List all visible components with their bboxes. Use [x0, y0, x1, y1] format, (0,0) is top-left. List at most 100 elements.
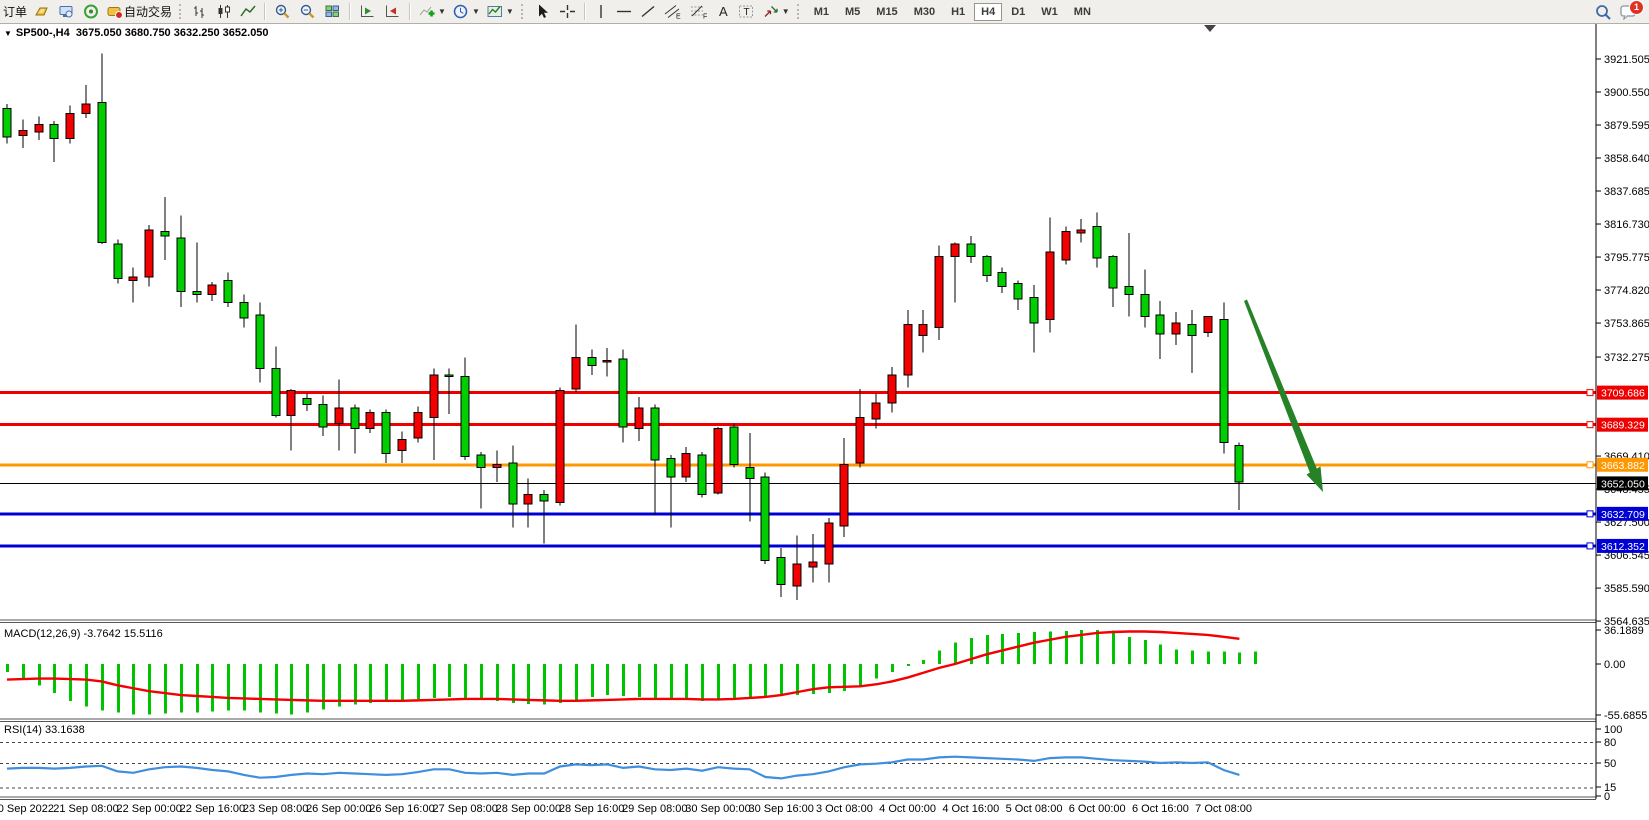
candle-down [350, 407, 360, 429]
price-badge [1597, 538, 1648, 553]
autotrading-button[interactable]: 自动交易 [103, 2, 175, 22]
candle-down [666, 457, 676, 478]
clock-icon [452, 3, 471, 20]
zoom-in-icon[interactable] [270, 2, 295, 22]
candle-down [176, 237, 186, 292]
hlines-layer[interactable] [0, 391, 1596, 548]
chart-menu-icon[interactable]: ▼ [4, 29, 12, 38]
price-badge-label: 3632.709 [1601, 509, 1645, 521]
candle-down [539, 493, 549, 502]
price-badge-label: 3612.352 [1601, 541, 1645, 553]
toolbar-grip[interactable] [796, 4, 802, 19]
terminal-icon[interactable] [54, 2, 79, 22]
tf-button-H1[interactable]: H1 [951, 5, 966, 18]
crosshair-tool-icon[interactable] [555, 2, 580, 22]
line-handle[interactable] [1586, 510, 1594, 518]
price-axis[interactable]: 3921.505 3900.550 3879.595 3858.640 3837.685… [1596, 54, 1649, 628]
tf-button-H4[interactable]: H4 [974, 2, 1003, 21]
vertical-line-tool-icon[interactable] [590, 2, 612, 22]
candlestick-chart-icon[interactable] [212, 2, 236, 22]
macd-axis-label: -55.6855 [1604, 710, 1647, 722]
templates-button[interactable]: ▼ [483, 2, 517, 22]
line-handle[interactable] [1586, 461, 1594, 469]
tf-button-M5[interactable]: M5 [845, 5, 861, 18]
candle-down [381, 412, 391, 455]
candle-up [824, 522, 834, 565]
candle-down [729, 426, 739, 466]
date-tick-label: 26 Sep 16:00 [369, 803, 434, 815]
new-order-button[interactable]: 订单 [3, 5, 28, 19]
rsi-axis-label: 15 [1604, 782, 1616, 794]
svg-text:E: E [676, 14, 681, 21]
rsi-axis-label: 80 [1604, 737, 1616, 749]
toolbar-grip[interactable] [179, 4, 184, 19]
line-chart-icon[interactable] [236, 2, 260, 22]
text-tool-icon[interactable]: A [712, 2, 734, 22]
price-tick-label: 3774.820 [1604, 285, 1649, 297]
tf-button-W1[interactable]: W1 [1041, 5, 1058, 18]
candle-up [523, 493, 533, 505]
auto-scroll-icon[interactable] [380, 2, 405, 22]
candle-down [444, 374, 454, 377]
shift-marker-icon[interactable] [1204, 25, 1216, 32]
tf-button-MN[interactable]: MN [1073, 5, 1091, 18]
cursor-tool-icon[interactable] [530, 2, 555, 22]
rsi-axis-label: 0 [1604, 791, 1610, 803]
fibonacci-tool-icon[interactable]: F [686, 2, 712, 22]
candle-down [192, 290, 202, 295]
tf-button-D1[interactable]: D1 [1011, 5, 1026, 18]
search-icon[interactable] [1590, 2, 1616, 22]
candle-down [476, 454, 486, 469]
horizontal-line-tool-icon[interactable] [612, 2, 636, 22]
annotation-arrow[interactable] [1244, 299, 1324, 493]
gold-ingot-icon[interactable] [30, 2, 54, 22]
arrow-head[interactable] [1306, 466, 1324, 493]
trendline-tool-icon[interactable] [636, 2, 660, 22]
candle-up [144, 229, 154, 278]
price-badge [1597, 457, 1648, 472]
signal-icon[interactable] [79, 2, 103, 22]
rsi-label: RSI(14) 33.1638 [4, 724, 85, 736]
candle-down [239, 301, 249, 319]
toolbar-grip[interactable] [520, 4, 526, 19]
candle-up [286, 390, 296, 417]
periods-button[interactable]: ▼ [449, 2, 483, 22]
line-handle[interactable] [1586, 421, 1594, 429]
timeframe-group: M1 M5 M15 M30 H1 H4 D1 W1 MN [806, 2, 1099, 21]
indicators-button[interactable]: ▼ [415, 2, 449, 22]
candle-down [318, 404, 328, 428]
arrows-tool-button[interactable]: ▼ [759, 2, 793, 22]
line-handle[interactable] [1586, 389, 1594, 397]
candle-down [760, 476, 770, 562]
candle-up [1076, 229, 1086, 234]
tile-windows-icon[interactable] [320, 2, 345, 22]
tf-button-M1[interactable]: M1 [813, 5, 829, 18]
arrow-shaft[interactable] [1244, 299, 1317, 474]
candle-down [1187, 323, 1197, 336]
candle-up [492, 464, 502, 469]
candle-up [871, 402, 881, 420]
tf-button-M30[interactable]: M30 [913, 5, 936, 18]
date-tick-label: 6 Oct 16:00 [1132, 803, 1189, 815]
channel-tool-icon[interactable]: E [660, 2, 686, 22]
tf-button-M15[interactable]: M15 [876, 5, 898, 18]
candle-up [808, 561, 818, 568]
arrows-tool-icon [762, 3, 781, 20]
toolbar-separator [264, 3, 267, 20]
date-tick-label: 4 Oct 16:00 [942, 803, 999, 815]
zoom-out-icon[interactable] [295, 2, 320, 22]
toolbar-separator [349, 3, 352, 20]
bar-chart-icon[interactable] [188, 2, 212, 22]
text-label-tool-icon[interactable]: T [734, 2, 759, 22]
svg-text:A: A [719, 4, 728, 19]
chart-shift-icon[interactable] [355, 2, 380, 22]
date-tick-label: 26 Sep 00:00 [306, 803, 371, 815]
candle-down [745, 467, 755, 480]
line-handle[interactable] [1586, 542, 1594, 550]
chat-icon[interactable]: 1 [1616, 0, 1644, 22]
price-badge-label: 3652.050 [1601, 478, 1645, 490]
